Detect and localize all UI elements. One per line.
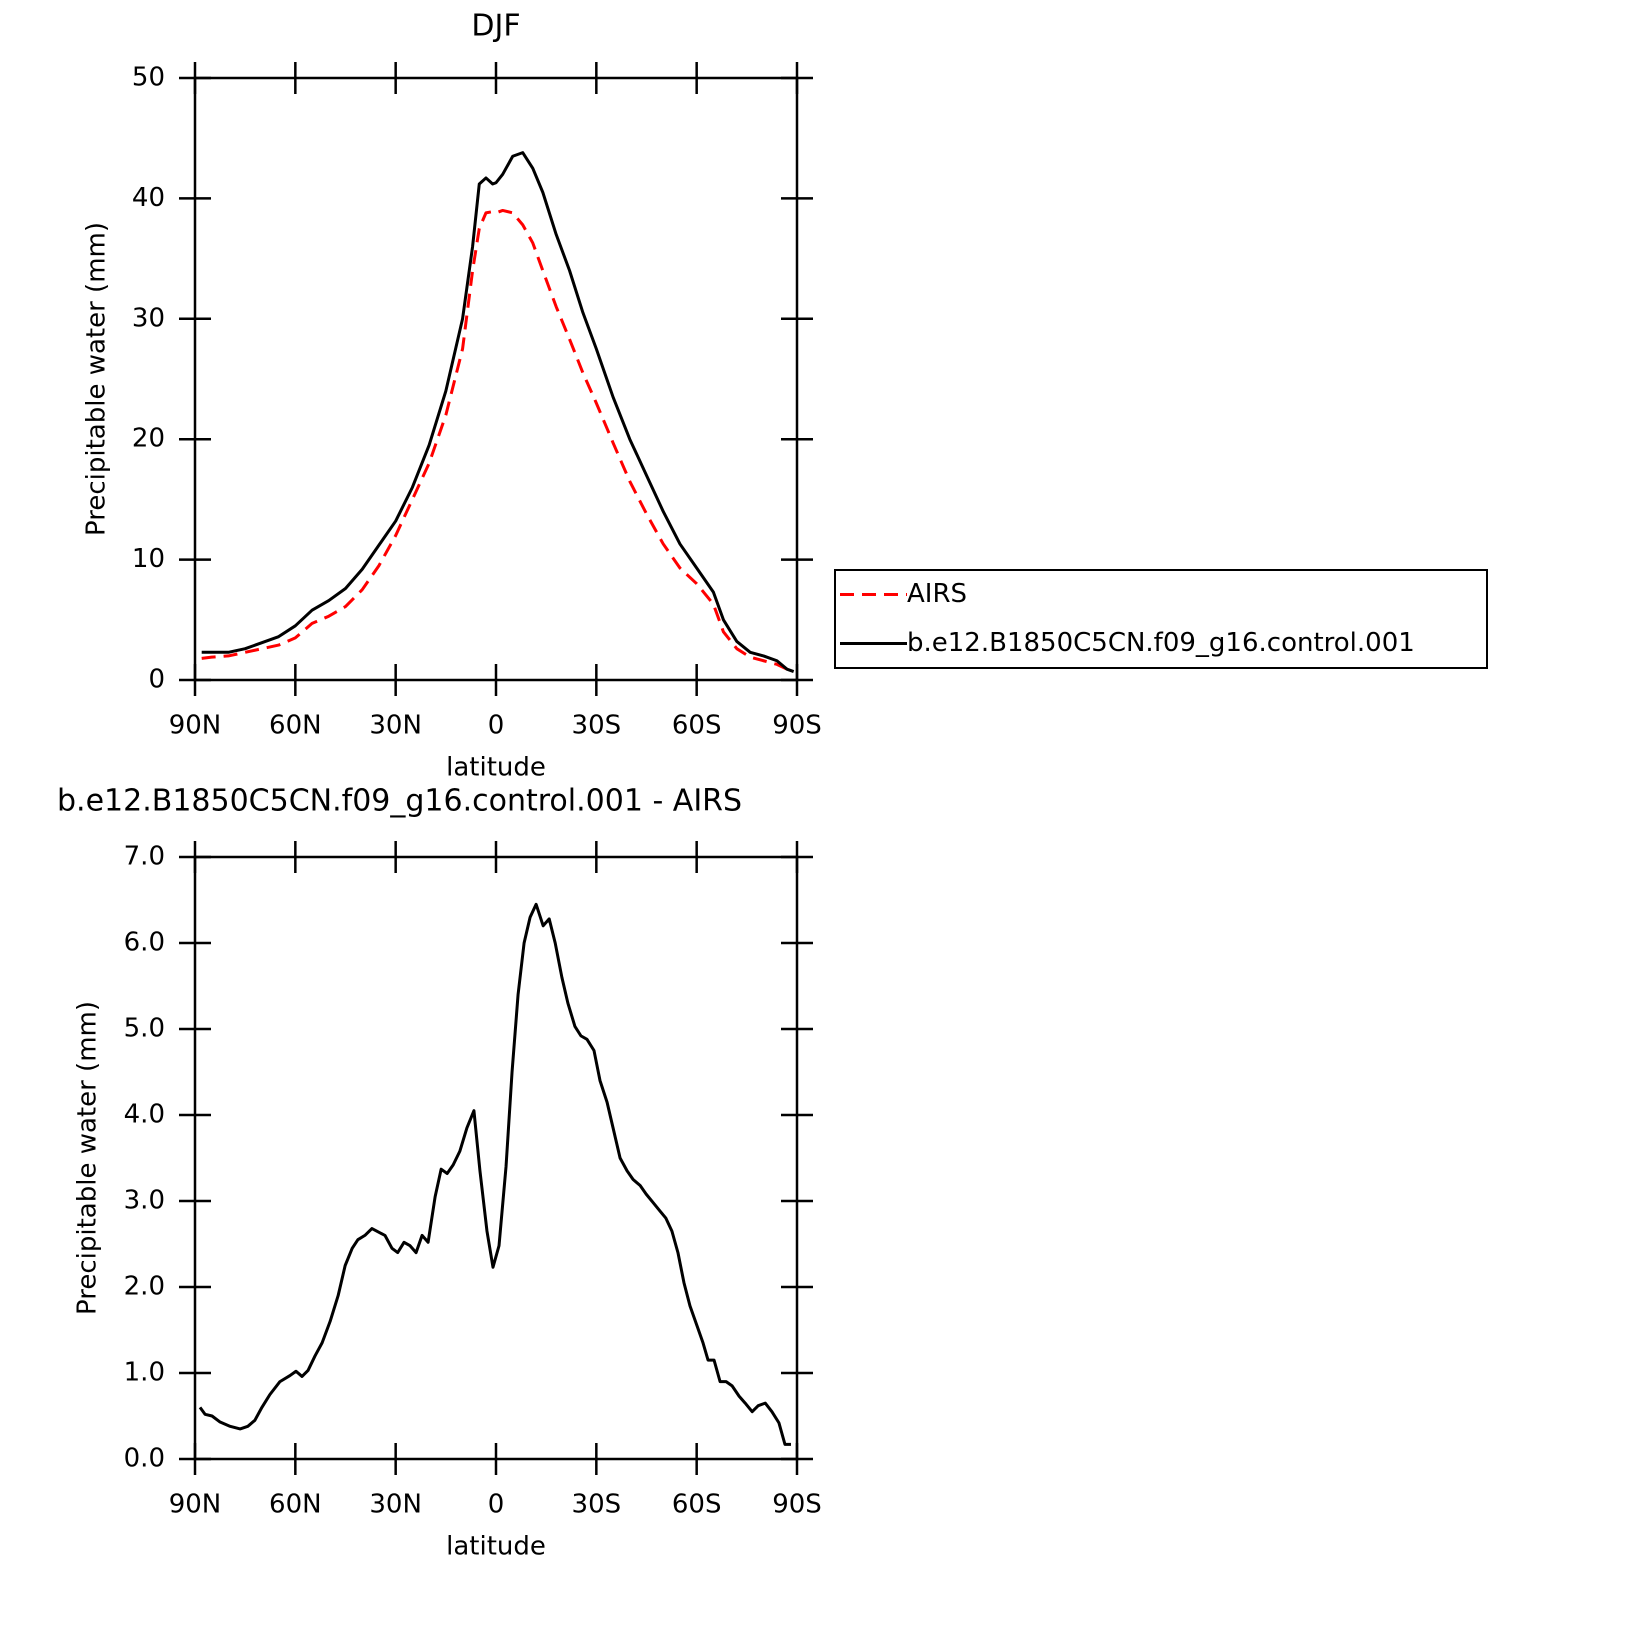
y-axis-label: Precipitable water (mm) <box>73 1001 103 1315</box>
legend-box <box>834 569 1488 669</box>
x-tick-label: 90N <box>169 711 222 741</box>
legend-label: AIRS <box>907 579 967 609</box>
y-tick-label: 2.0 <box>124 1272 165 1302</box>
y-tick-label: 7.0 <box>124 842 165 872</box>
y-tick-label: 5.0 <box>124 1014 165 1044</box>
x-tick-label: 30S <box>572 711 622 741</box>
x-tick-label: 0 <box>488 711 505 741</box>
y-tick-label: 4.0 <box>124 1100 165 1130</box>
chart-title: DJF <box>471 9 520 44</box>
y-tick-label: 0.0 <box>124 1444 165 1474</box>
y-tick-label: 40 <box>132 183 165 213</box>
y-tick-label: 50 <box>132 63 165 93</box>
y-tick-label: 3.0 <box>124 1186 165 1216</box>
x-tick-label: 90N <box>169 1490 222 1520</box>
data-line <box>198 902 791 1446</box>
x-tick-label: 90S <box>772 711 822 741</box>
x-tick-label: 60N <box>269 711 322 741</box>
x-tick-label: 60S <box>672 1490 722 1520</box>
legend-label: b.e12.B1850C5CN.f09_g16.control.001 <box>907 628 1415 658</box>
y-tick-label: 0 <box>148 665 165 695</box>
x-axis-label: latitude <box>446 1532 546 1562</box>
x-tick-label: 0 <box>488 1490 505 1520</box>
x-tick-label: 60N <box>269 1490 322 1520</box>
y-tick-label: 30 <box>132 303 165 333</box>
x-tick-label: 90S <box>772 1490 822 1520</box>
y-tick-label: 1.0 <box>124 1358 165 1388</box>
plot-frame <box>193 855 799 1461</box>
y-tick-label: 20 <box>132 424 165 454</box>
x-tick-label: 30N <box>369 1490 422 1520</box>
data-line <box>201 151 795 673</box>
plot-frame <box>193 76 799 682</box>
y-tick-label: 6.0 <box>124 928 165 958</box>
x-tick-label: 60S <box>672 711 722 741</box>
y-axis-label: Precipitable water (mm) <box>82 222 112 536</box>
x-axis-label: latitude <box>446 753 546 783</box>
x-tick-label: 30N <box>369 711 422 741</box>
data-line <box>201 208 795 675</box>
y-tick-label: 10 <box>132 544 165 574</box>
x-tick-label: 30S <box>572 1490 622 1520</box>
chart-title: b.e12.B1850C5CN.f09_g16.control.001 - AI… <box>57 784 742 819</box>
